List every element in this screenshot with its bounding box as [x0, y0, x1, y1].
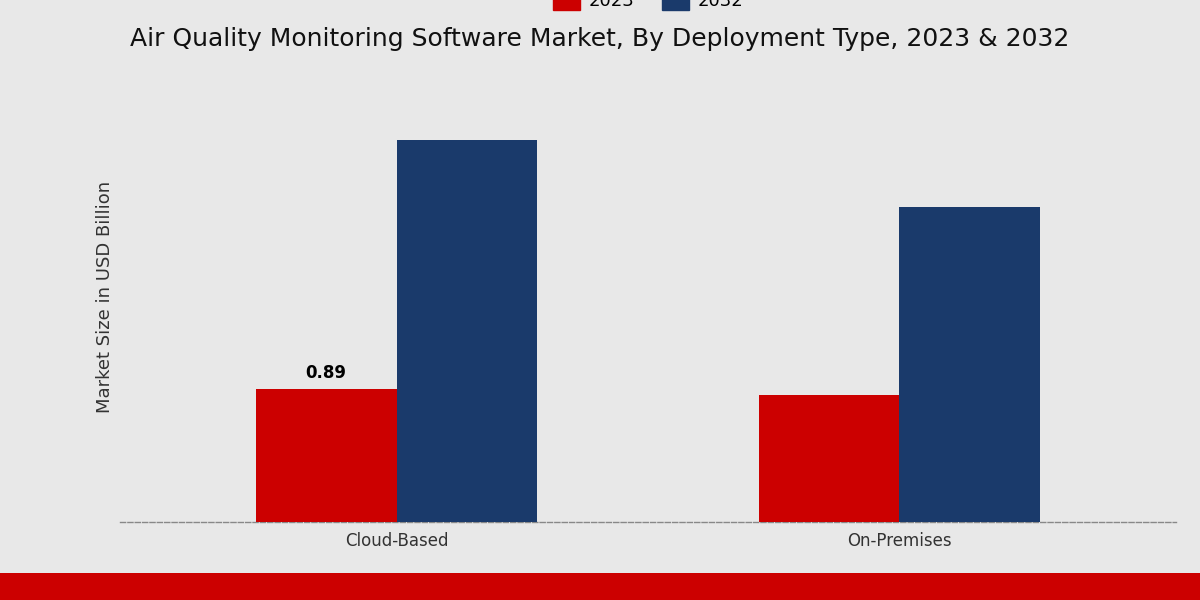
Legend: 2023, 2032: 2023, 2032 — [544, 0, 752, 19]
Text: 0.89: 0.89 — [306, 364, 347, 383]
Text: Air Quality Monitoring Software Market, By Deployment Type, 2023 & 2032: Air Quality Monitoring Software Market, … — [131, 27, 1069, 51]
Bar — [758, 395, 900, 522]
Bar — [256, 389, 396, 522]
Bar — [900, 207, 1040, 522]
Y-axis label: Market Size in USD Billion: Market Size in USD Billion — [96, 181, 114, 413]
Bar — [396, 139, 538, 522]
